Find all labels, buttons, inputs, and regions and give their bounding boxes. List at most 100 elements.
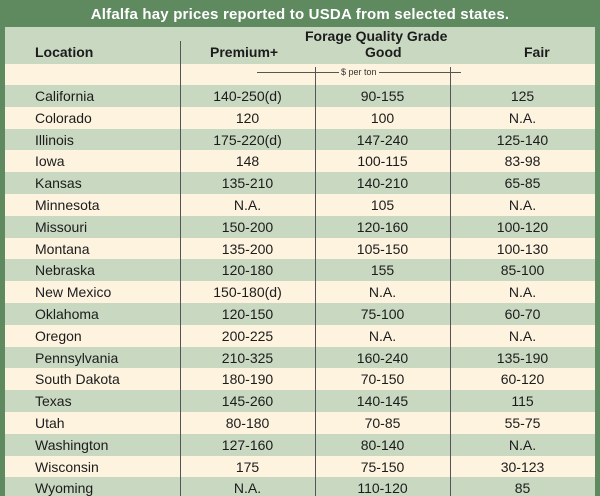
cell-fair: 85 <box>514 480 531 496</box>
cell-premium: N.A. <box>233 197 262 213</box>
cell-premium: 120-180 <box>221 262 274 279</box>
cell-good: 90-155 <box>360 88 405 104</box>
table-row: New Mexico 150-180(d) N.A. N.A. <box>5 281 595 304</box>
cell-location: Nebraska <box>35 262 95 279</box>
cell-premium: 135-200 <box>221 240 274 257</box>
cell-fair: N.A. <box>508 284 537 301</box>
cell-location: Wyoming <box>35 480 94 496</box>
table-row: Oregon 200-225 N.A. N.A. <box>5 324 595 347</box>
cell-good: 160-240 <box>356 349 409 366</box>
unit-label-text: $ per ton <box>341 67 377 77</box>
column-divider <box>450 67 451 496</box>
cell-location: Missouri <box>35 218 88 235</box>
cell-fair: 135-190 <box>496 349 549 366</box>
unit-rule-left <box>257 71 339 73</box>
cell-fair: 55-75 <box>504 415 541 431</box>
table-row: Oklahoma 120-150 75-100 60-70 <box>5 303 595 325</box>
cell-location: Oklahoma <box>35 306 99 322</box>
cell-good: 100-115 <box>357 153 408 170</box>
table-title: Alfalfa hay prices reported to USDA from… <box>90 5 510 23</box>
cell-fair: 65-85 <box>504 175 541 192</box>
cell-location: Washington <box>35 436 109 453</box>
column-header-good: Good <box>365 44 402 60</box>
cell-premium: 150-180(d) <box>213 284 282 301</box>
cell-good: 105-150 <box>356 240 409 257</box>
table-row: Pennsylvania 210-325 160-240 135-190 <box>5 346 595 369</box>
table-row: California 140-250(d) 90-155 125 <box>5 85 595 107</box>
cell-premium: 145-260 <box>221 393 274 410</box>
cell-premium: 148 <box>235 153 260 170</box>
price-table: Forage Quality Grade Location Premium+ G… <box>5 27 595 496</box>
cell-good: 147-240 <box>356 131 409 148</box>
cell-good: 70-150 <box>360 371 405 388</box>
cell-premium: 175 <box>235 458 260 475</box>
cell-fair: 83-98 <box>504 153 541 170</box>
cell-location: Montana <box>35 240 90 257</box>
cell-location: Iowa <box>35 153 65 170</box>
cell-fair: 30-123 <box>500 458 545 475</box>
cell-premium: 140-250(d) <box>213 88 282 104</box>
table-row: Illinois 175-220(d) 147-240 125-140 <box>5 128 595 151</box>
cell-good: 140-145 <box>356 393 409 410</box>
cell-good: 80-140 <box>360 436 405 453</box>
cell-fair: 115 <box>511 393 534 410</box>
cell-premium: 150-200 <box>221 218 274 235</box>
cell-fair: 85-100 <box>500 262 545 279</box>
table-row: Kansas 135-210 140-210 65-85 <box>5 172 595 195</box>
cell-good: 75-100 <box>360 306 405 322</box>
cell-good: 70-85 <box>364 415 401 431</box>
cell-location: New Mexico <box>35 284 112 301</box>
cell-fair: 60-70 <box>504 306 541 322</box>
cell-location: Kansas <box>35 175 82 192</box>
cell-premium: 120-150 <box>221 306 274 322</box>
cell-good: 75-150 <box>360 458 405 475</box>
cell-premium: 127-160 <box>221 436 274 453</box>
table-row: Iowa 148 100-115 83-98 <box>5 150 595 173</box>
column-divider <box>315 67 316 496</box>
cell-fair: N.A. <box>508 197 537 213</box>
cell-good: 100 <box>370 109 395 126</box>
cell-fair: 125-140 <box>496 131 549 148</box>
cell-fair: 100-130 <box>496 240 549 257</box>
cell-good: 155 <box>370 262 395 279</box>
cell-fair: 60-120 <box>500 371 545 388</box>
table-row: Colorado 120 100 N.A. <box>5 106 595 129</box>
column-group-header: Forage Quality Grade <box>305 28 448 44</box>
table-row: Wyoming N.A. 110-120 85 <box>5 477 595 496</box>
cell-fair: 125 <box>510 88 535 104</box>
unit-rule-right <box>378 71 461 73</box>
table-row: Texas 145-260 140-145 115 <box>5 390 595 413</box>
cell-fair: N.A. <box>508 109 537 126</box>
cell-premium: 180-190 <box>221 371 274 388</box>
cell-location: Colorado <box>35 109 92 126</box>
cell-good: N.A. <box>368 284 397 301</box>
cell-good: 120-160 <box>356 218 409 235</box>
cell-fair: N.A. <box>508 436 537 453</box>
cell-fair: N.A. <box>508 327 537 344</box>
column-divider <box>180 41 181 496</box>
cell-fair: 100-120 <box>496 218 549 235</box>
table-row: Montana 135-200 105-150 100-130 <box>5 237 595 260</box>
unit-label: $ per ton <box>255 67 463 77</box>
cell-premium: 200-225 <box>221 327 274 344</box>
unit-row <box>5 64 595 85</box>
cell-location: Oregon <box>35 327 82 344</box>
cell-good: N.A. <box>368 327 397 344</box>
cell-good: 110-120 <box>357 480 408 496</box>
cell-location: South Dakota <box>35 371 120 388</box>
cell-premium: 80-180 <box>225 415 270 431</box>
cell-location: Pennsylvania <box>35 349 119 366</box>
table-row: Nebraska 120-180 155 85-100 <box>5 259 595 282</box>
cell-premium: 175-220(d) <box>213 131 282 148</box>
cell-location: Texas <box>35 393 72 410</box>
table-row: Utah 80-180 70-85 55-75 <box>5 412 595 434</box>
cell-premium: 210-325 <box>221 349 274 366</box>
column-header-premium: Premium+ <box>210 44 279 60</box>
table-row: Washington 127-160 80-140 N.A. <box>5 433 595 456</box>
column-header-location: Location <box>35 44 94 60</box>
cell-good: 105 <box>370 197 395 213</box>
cell-location: Utah <box>35 415 65 431</box>
cell-premium: 135-210 <box>221 175 274 192</box>
table-row: South Dakota 180-190 70-150 60-120 <box>5 368 595 391</box>
